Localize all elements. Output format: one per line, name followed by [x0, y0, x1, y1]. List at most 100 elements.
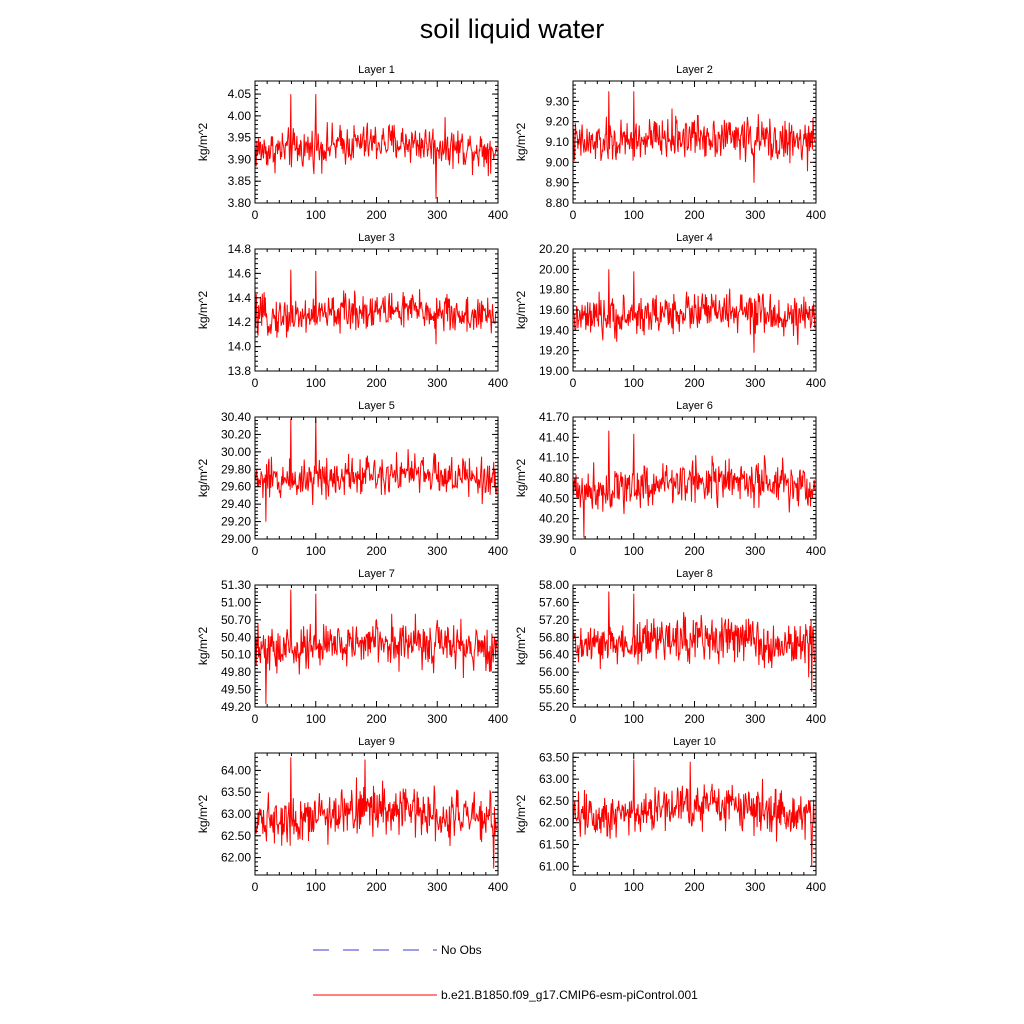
panel-6-ytick-label: 40.20 [539, 512, 569, 526]
panel-8-series-line [572, 591, 816, 692]
panel-8-ytick-label: 56.00 [539, 665, 569, 679]
panel-9-ytick-label: 64.00 [221, 763, 251, 777]
panel-10-ytick-label: 61.00 [539, 859, 569, 873]
panel-5-xtick-label: 100 [306, 544, 326, 558]
panel-6-ytick-label: 41.70 [539, 410, 569, 424]
panel-4-ytick-label: 20.00 [539, 262, 569, 276]
panel-8-xtick-label: 300 [745, 712, 765, 726]
panel-4-ytick-label: 19.20 [539, 344, 569, 358]
legend-label-model: b.e21.B1850.f09_g17.CMIP6-esm-piControl.… [441, 988, 698, 1002]
panel-8-ytick-label: 55.60 [539, 683, 569, 697]
panel-2-xtick-label: 100 [624, 208, 644, 222]
panel-5-xtick-label: 200 [366, 544, 386, 558]
panel-4-ytick-label: 19.80 [539, 283, 569, 297]
panel-9-xtick-label: 300 [427, 880, 447, 894]
panel-7-ytick-label: 49.80 [221, 665, 251, 679]
panel-2-title: Layer 2 [676, 64, 713, 76]
panel-7-ytick-label: 50.10 [221, 648, 251, 662]
panel-6-ylabel: kg/m^2 [514, 459, 528, 498]
panel-4-ylabel: kg/m^2 [514, 291, 528, 330]
panel-1-xtick-label: 100 [306, 208, 326, 222]
panel-10-ytick-label: 63.00 [539, 772, 569, 786]
panel-8-xtick-label: 100 [624, 712, 644, 726]
panel-5-ytick-label: 30.40 [221, 410, 251, 424]
panel-4-ytick-label: 19.60 [539, 303, 569, 317]
panel-8-ytick-label: 57.60 [539, 595, 569, 609]
panel-5-title: Layer 5 [358, 400, 395, 412]
panel-8-xtick-label: 0 [570, 712, 577, 726]
panel-10-series-line [572, 759, 816, 867]
panel-10-xtick-label: 400 [806, 880, 826, 894]
panel-8-ytick-label: 58.00 [539, 578, 569, 592]
panel-4-series-line [572, 269, 816, 353]
panel-9-xtick-label: 0 [252, 880, 259, 894]
panel-3-xtick-label: 300 [427, 376, 447, 390]
panel-6-series-line [572, 430, 816, 538]
panel-6-xtick-label: 400 [806, 544, 826, 558]
panel-7-ylabel: kg/m^2 [196, 627, 210, 666]
panel-1-title: Layer 1 [358, 64, 395, 76]
panel-3-ytick-label: 14.0 [228, 340, 252, 354]
panel-10-xtick-label: 200 [684, 880, 704, 894]
panel-4-xtick-label: 0 [570, 376, 577, 390]
panel-8-xtick-label: 400 [806, 712, 826, 726]
panel-2-series-line [572, 91, 816, 183]
chart-title: soil liquid water [419, 14, 605, 44]
panel-6-ytick-label: 40.80 [539, 471, 569, 485]
panel-3-series-line [254, 269, 498, 345]
panel-7-xtick-label: 200 [366, 712, 386, 726]
panel-9-ytick-label: 63.50 [221, 785, 251, 799]
legend-dashed-line-icon [313, 949, 437, 951]
panel-5-ytick-label: 29.60 [221, 480, 251, 494]
panel-9-ytick-label: 63.00 [221, 807, 251, 821]
panel-9-ytick-label: 62.00 [221, 851, 251, 865]
panel-4-ytick-label: 20.20 [539, 242, 569, 256]
panel-1-xtick-label: 400 [488, 208, 508, 222]
panel-8-ytick-label: 55.20 [539, 700, 569, 714]
panel-7-ytick-label: 50.70 [221, 613, 251, 627]
panel-5-series-line [254, 418, 498, 522]
panel-3-ytick-label: 13.8 [228, 364, 252, 378]
panel-2-ytick-label: 8.90 [546, 176, 570, 190]
panel-3-xtick-label: 100 [306, 376, 326, 390]
panel-5-xtick-label: 300 [427, 544, 447, 558]
panel-4-xtick-label: 200 [684, 376, 704, 390]
panel-5-xtick-label: 0 [252, 544, 259, 558]
panel-10-xtick-label: 0 [570, 880, 577, 894]
panel-10-xtick-label: 100 [624, 880, 644, 894]
panel-9-series-line [254, 757, 498, 869]
panel-6-ytick-label: 41.10 [539, 451, 569, 465]
panel-5-ytick-label: 29.80 [221, 462, 251, 476]
panel-5-ytick-label: 29.00 [221, 532, 251, 546]
panel-10-ytick-label: 61.50 [539, 838, 569, 852]
panel-1-ytick-label: 4.05 [228, 87, 252, 101]
panel-1-xtick-label: 0 [252, 208, 259, 222]
panel-1-ytick-label: 3.90 [228, 152, 252, 166]
panel-2-ytick-label: 9.00 [546, 155, 570, 169]
panel-2-xtick-label: 300 [745, 208, 765, 222]
panel-8-ylabel: kg/m^2 [514, 627, 528, 666]
panel-1-ytick-label: 3.80 [228, 196, 252, 210]
panel-3-xtick-label: 200 [366, 376, 386, 390]
panel-7-ytick-label: 49.50 [221, 683, 251, 697]
panel-9-xtick-label: 100 [306, 880, 326, 894]
panel-3-xtick-label: 400 [488, 376, 508, 390]
panel-5-ylabel: kg/m^2 [196, 459, 210, 498]
panel-7-xtick-label: 300 [427, 712, 447, 726]
panel-1-xtick-label: 300 [427, 208, 447, 222]
panel-4-ytick-label: 19.00 [539, 364, 569, 378]
panel-6-ytick-label: 41.40 [539, 430, 569, 444]
panel-3-title: Layer 3 [358, 232, 395, 244]
panel-7-xtick-label: 0 [252, 712, 259, 726]
legend-label-no-obs: No Obs [441, 943, 482, 957]
panel-1-ytick-label: 3.95 [228, 131, 252, 145]
panel-3-ytick-label: 14.6 [228, 266, 252, 280]
panel-6-ytick-label: 39.90 [539, 532, 569, 546]
panel-10-ylabel: kg/m^2 [514, 795, 528, 834]
panel-3-ylabel: kg/m^2 [196, 291, 210, 330]
panel-2-xtick-label: 200 [684, 208, 704, 222]
panel-8-ytick-label: 57.20 [539, 613, 569, 627]
panel-3-ytick-label: 14.2 [228, 315, 252, 329]
panel-9-title: Layer 9 [358, 736, 395, 748]
panel-6-ytick-label: 40.50 [539, 491, 569, 505]
